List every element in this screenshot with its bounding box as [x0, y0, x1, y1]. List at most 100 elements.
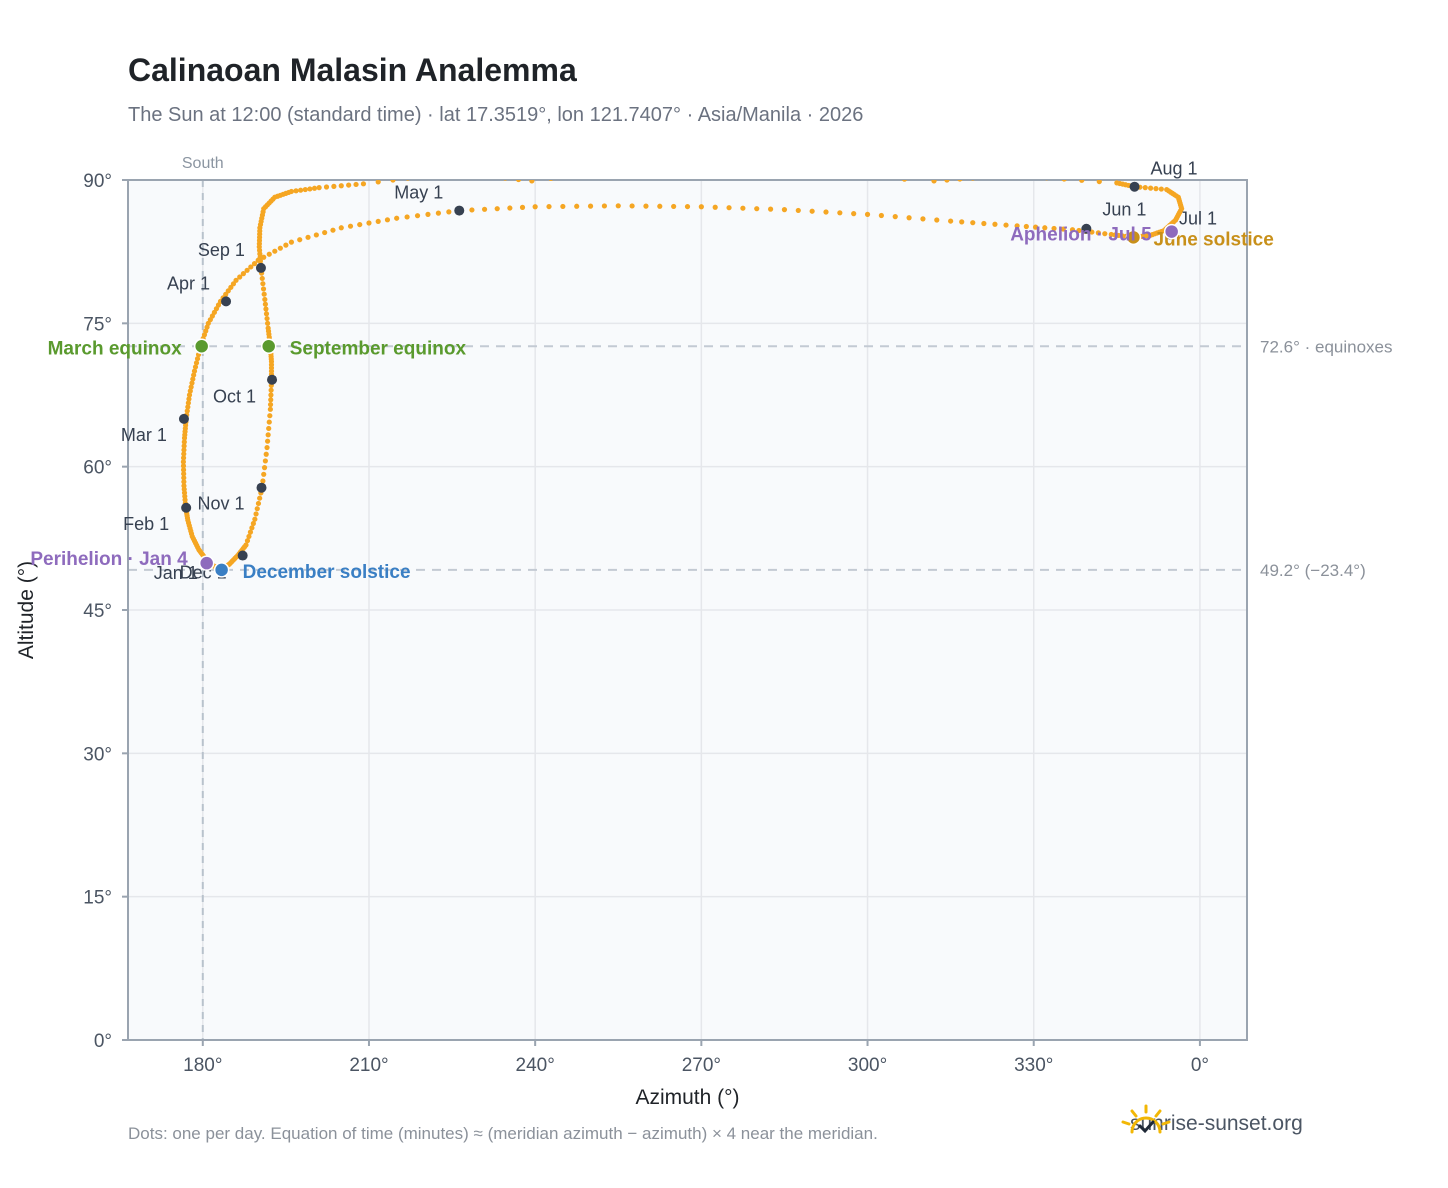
y-tick-label: 0° [94, 1031, 112, 1052]
daily-dot [948, 218, 954, 224]
daily-dot [338, 225, 344, 231]
daily-dot [375, 180, 381, 185]
daily-dot [906, 215, 912, 221]
daily-dot [181, 439, 187, 445]
event-label: March equinox [48, 338, 183, 359]
daily-dot [823, 209, 829, 215]
month-marker [237, 550, 248, 561]
daily-dot [180, 467, 187, 473]
brand-name: sunrise-sunset.org [1130, 1112, 1303, 1135]
daily-dot [624, 166, 629, 171]
daily-dot [305, 234, 311, 240]
brand-logo[interactable]: sunrise-sunset.org [1120, 1104, 1303, 1144]
daily-dot [920, 216, 926, 222]
daily-dot [813, 171, 818, 176]
daily-dot [186, 392, 193, 398]
daily-dot [476, 173, 481, 178]
x-tick-label: 210° [349, 1055, 388, 1076]
month-marker [1129, 181, 1140, 192]
daily-dot [180, 459, 186, 465]
daily-dot [1069, 227, 1076, 233]
daily-dot [601, 203, 608, 209]
daily-dot [181, 475, 187, 481]
daily-dot [283, 242, 289, 248]
month-marker-label: Apr 1 [167, 273, 210, 293]
daily-dot [249, 525, 255, 531]
y-axis-title: Altitude (°) [15, 561, 38, 659]
daily-dot [1042, 225, 1048, 231]
daily-dot [740, 205, 746, 211]
daily-dot [981, 220, 987, 227]
x-tick-label: 180° [183, 1055, 222, 1076]
daily-dot [237, 274, 243, 280]
daily-dot [446, 209, 452, 215]
daily-dot [259, 275, 265, 282]
daily-dot [187, 388, 193, 394]
daily-dot [684, 203, 691, 210]
month-marker [255, 262, 266, 273]
daily-dot [983, 175, 988, 180]
daily-dot [548, 180, 553, 182]
chart-title: Calinaoan Malasin Analemma [128, 52, 577, 88]
daily-dot [851, 211, 857, 217]
daily-dot [390, 180, 396, 183]
daily-dot [185, 400, 191, 406]
daily-dot [1032, 224, 1039, 230]
daily-dot [184, 408, 190, 414]
daily-dot [843, 173, 848, 178]
daily-dot [605, 168, 610, 173]
daily-dot [180, 463, 187, 469]
month-marker [454, 205, 465, 216]
daily-dot [560, 203, 566, 210]
daily-dot [643, 203, 649, 209]
daily-dot [272, 248, 278, 254]
daily-dot [360, 181, 367, 187]
chart-footnote: Dots: one per day. Equation of time (min… [128, 1124, 878, 1143]
daily-dot [878, 212, 884, 219]
daily-dot [191, 368, 198, 374]
daily-dot [252, 516, 258, 522]
daily-dot [268, 392, 274, 398]
daily-dot [1148, 185, 1154, 191]
x-tick-label: 240° [516, 1055, 555, 1076]
daily-dot [264, 438, 271, 444]
daily-dot [1014, 223, 1020, 229]
daily-dot [357, 221, 363, 228]
daily-dot [298, 187, 304, 193]
daily-dot [240, 271, 247, 277]
daily-dot [330, 227, 336, 233]
daily-dot [1079, 180, 1085, 183]
daily-dot [717, 166, 722, 171]
daily-dot [643, 163, 648, 168]
daily-dot [268, 397, 274, 403]
daily-dot [264, 444, 270, 451]
daily-dot [1158, 186, 1164, 192]
month-marker [267, 374, 278, 385]
daily-dot [266, 419, 272, 425]
daily-dot [353, 181, 359, 188]
daily-dot [420, 174, 425, 179]
daily-dot [246, 533, 252, 540]
daily-dot [260, 281, 266, 287]
daily-dot [864, 211, 871, 217]
daily-dot [255, 500, 262, 507]
daily-dot [567, 173, 572, 178]
daily-dot [587, 203, 594, 209]
daily-dot [837, 210, 843, 216]
daily-dot [671, 203, 677, 210]
daily-dot [435, 172, 440, 177]
daily-dot [1114, 180, 1120, 186]
daily-dot [489, 174, 494, 179]
daily-dot [1153, 186, 1159, 192]
daily-dot [262, 296, 268, 303]
daily-dot [266, 251, 272, 257]
event-marker [193, 338, 210, 355]
south-label: South [182, 155, 224, 172]
daily-dot [529, 180, 535, 184]
daily-dot [784, 170, 789, 175]
sun-check-icon [1121, 1104, 1171, 1134]
daily-dot [519, 204, 526, 210]
daily-dot [874, 180, 876, 181]
month-marker-label: Aug 1 [1151, 159, 1198, 179]
